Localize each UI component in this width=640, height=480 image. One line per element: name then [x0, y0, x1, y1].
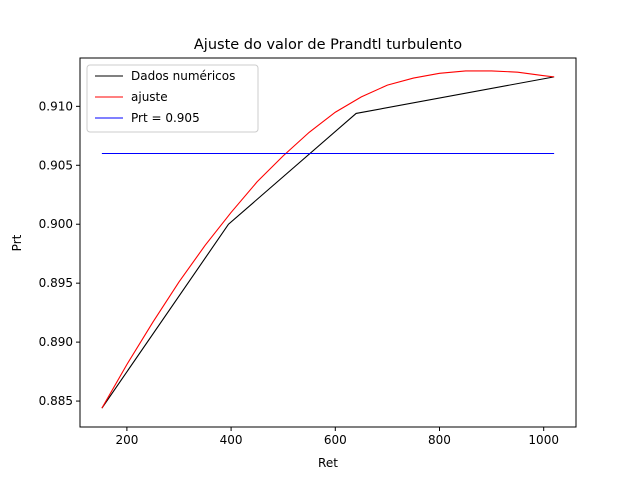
legend-box [86, 64, 259, 133]
x-axis-label: Ret [318, 456, 338, 470]
series-line-1 [101, 70, 555, 409]
x-tick-label: 600 [324, 433, 347, 447]
y-tick-label: 0.890 [39, 335, 73, 349]
x-tick-label: 400 [220, 433, 243, 447]
y-tick-label: 0.900 [39, 217, 73, 231]
chart-title: Ajuste do valor de Prandtl turbulento [194, 37, 462, 53]
series-line-0 [101, 76, 555, 409]
y-axis: 0.885 0.890 0.895 0.900 0.905 0.910 [39, 99, 80, 408]
series-layer [101, 70, 555, 409]
y-tick-label: 0.910 [39, 99, 73, 113]
legend-label-2: Prt = 0.905 [131, 111, 200, 125]
legend-label-0: Dados numéricos [131, 69, 235, 83]
x-tick-label: 200 [115, 433, 138, 447]
y-axis-label: Prt [10, 234, 24, 251]
x-tick-label: 1000 [528, 433, 559, 447]
y-tick-label: 0.905 [39, 158, 73, 172]
y-tick-label: 0.895 [39, 276, 73, 290]
x-tick-label: 800 [428, 433, 451, 447]
x-axis: 200 400 600 800 1000 [115, 427, 559, 447]
y-tick-label: 0.885 [39, 394, 73, 408]
legend-label-1: ajuste [131, 90, 168, 104]
legend: Dados numéricos ajuste Prt = 0.905 [86, 64, 259, 133]
plot-area [79, 57, 577, 428]
